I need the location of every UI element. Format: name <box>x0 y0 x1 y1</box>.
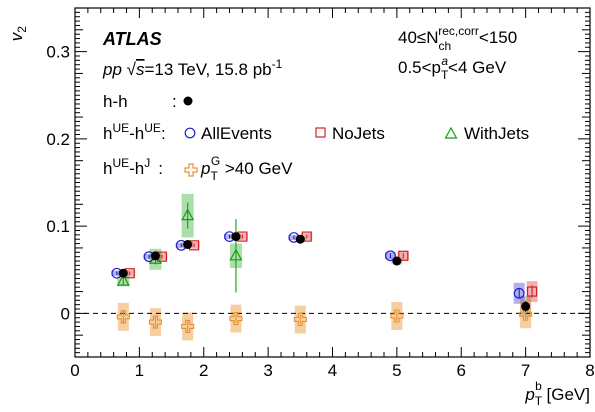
axes: 0 1 2 3 4 5 6 7 8 0 0.1 0.2 0.3 <box>46 7 595 380</box>
systematic-bands <box>111 193 538 341</box>
x-axis-title: pTb [GeV] <box>524 379 590 408</box>
hh-point-6 <box>521 301 531 311</box>
legend-nojets-label: NoJets <box>332 124 385 143</box>
energy-label: pp √s=13 TeV, 15.8 pb-1 <box>102 57 283 79</box>
y-axis-title: v2 <box>7 26 29 42</box>
legend-withjets-marker <box>444 126 458 139</box>
legend: h-h : hUE-hUE: AllEvents NoJets WithJets… <box>103 92 529 183</box>
hh-point-2 <box>183 239 193 249</box>
x-tick-label-7: 7 <box>521 361 530 380</box>
legend-ptg-marker <box>184 163 198 177</box>
x-tick-label-8: 8 <box>585 361 594 380</box>
ptg-point-0 <box>116 310 130 324</box>
legend-uej-label: hUE-hJ: <box>103 156 163 178</box>
x-tick-label-2: 2 <box>199 361 208 380</box>
x-tick-label-1: 1 <box>135 361 144 380</box>
x-tick-label-4: 4 <box>328 361 337 380</box>
y-tick-label-1: 0.1 <box>46 217 70 236</box>
legend-ue-label: hUE-hUE: <box>103 121 166 143</box>
hh-point-1 <box>150 251 160 261</box>
legend-hh-marker <box>183 96 193 106</box>
x-tick-label-5: 5 <box>392 361 401 380</box>
ptg-point-2 <box>181 319 195 334</box>
hh-point-4 <box>295 234 305 244</box>
y-tick-label-3: 0.3 <box>46 43 70 62</box>
ptg-point-4 <box>293 312 307 327</box>
hh-point-3 <box>231 232 241 242</box>
ptg-point-5 <box>390 309 404 323</box>
withjets-point-0 <box>116 273 130 286</box>
hh-point-0 <box>118 268 128 278</box>
y-tick-label-2: 0.2 <box>46 130 70 149</box>
pta-label: 0.5<pTa<4 GeV <box>398 54 507 82</box>
legend-allevents-label: AllEvents <box>201 124 272 143</box>
data-markers <box>111 202 538 334</box>
x-tick-label-6: 6 <box>457 361 466 380</box>
ptg-point-1 <box>148 315 163 329</box>
x-tick-label-3: 3 <box>263 361 272 380</box>
ptg-point-3 <box>229 312 243 326</box>
nojets-point-5 <box>398 250 409 261</box>
atlas-label: ATLAS <box>102 29 162 49</box>
ptg-point-6 <box>519 307 533 321</box>
legend-hh-label: h-h <box>103 92 128 111</box>
legend-allevents-marker <box>184 127 196 139</box>
multiplicity-label: 40≤Nchrec,corr<150 <box>398 24 517 53</box>
legend-ptg-label: pTG >40 GeV <box>200 154 293 183</box>
legend-nojets-marker <box>315 127 326 138</box>
y-tick-label-0: 0 <box>61 304 70 323</box>
x-tick-label-0: 0 <box>70 361 79 380</box>
allevents-point-6 <box>513 287 525 299</box>
nojets-point-6 <box>526 286 538 297</box>
allevents-point-5 <box>385 250 396 262</box>
withjets-point-3 <box>229 248 243 261</box>
legend-hh-colon: : <box>172 92 177 111</box>
hh-point-5 <box>392 256 402 266</box>
legend-withjets-label: WithJets <box>464 124 529 143</box>
withjets-point-2 <box>181 208 195 221</box>
